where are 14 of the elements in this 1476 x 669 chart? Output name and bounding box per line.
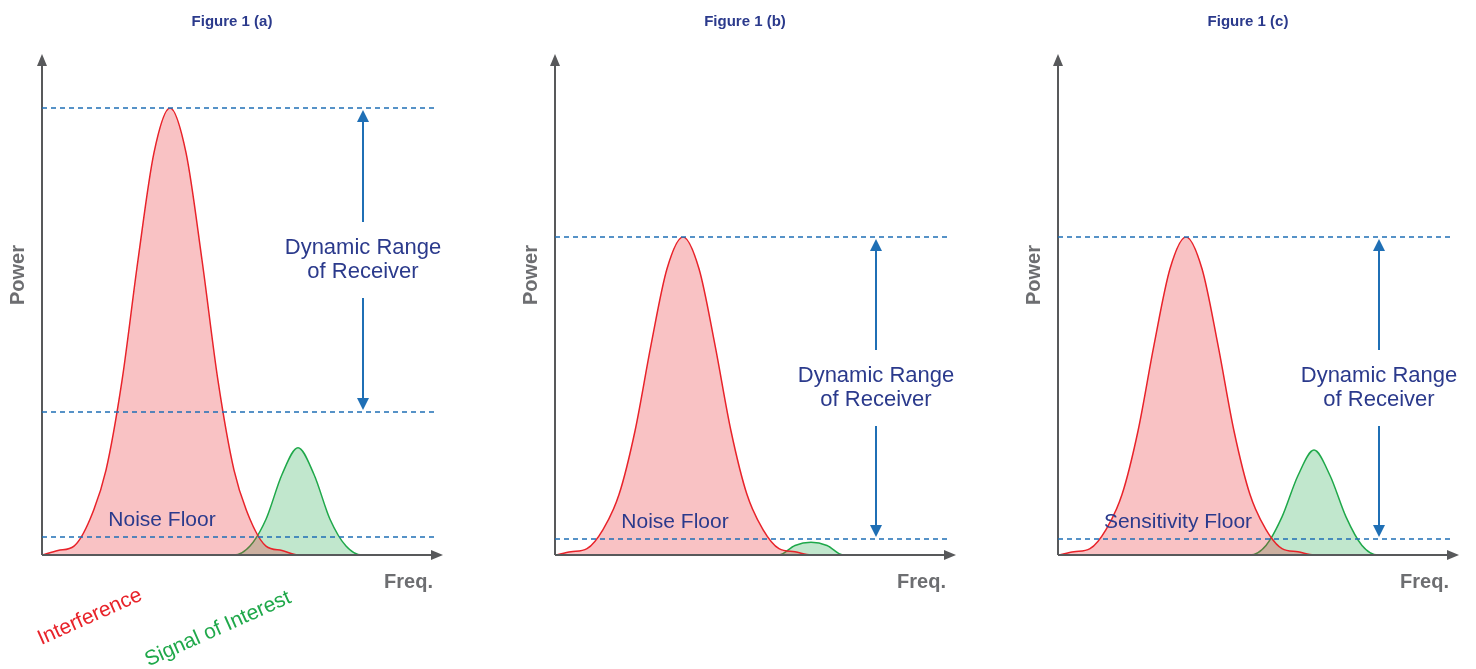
chart-title: Figure 1 (a) — [191, 12, 273, 30]
x-axis-title: Freq. — [1400, 569, 1449, 592]
chart-title: Figure 1 (b) — [704, 12, 786, 30]
chart-title: Figure 1 (c) — [1207, 12, 1289, 30]
y-axis-title: Power — [518, 244, 541, 306]
y-axis-title: Power — [1021, 244, 1044, 306]
ref-line-label: Noise Floor — [108, 507, 216, 531]
ref-line-label: Noise Floor — [621, 509, 729, 533]
x-axis-title: Freq. — [384, 569, 433, 592]
annotation: Dynamic Range of Receiver — [1300, 362, 1458, 412]
annotation: Dynamic Range of Receiver — [284, 234, 442, 284]
x-axis-title: Freq. — [897, 569, 946, 592]
annotation: Dynamic Range of Receiver — [797, 362, 955, 412]
y-axis-title: Power — [5, 244, 28, 306]
